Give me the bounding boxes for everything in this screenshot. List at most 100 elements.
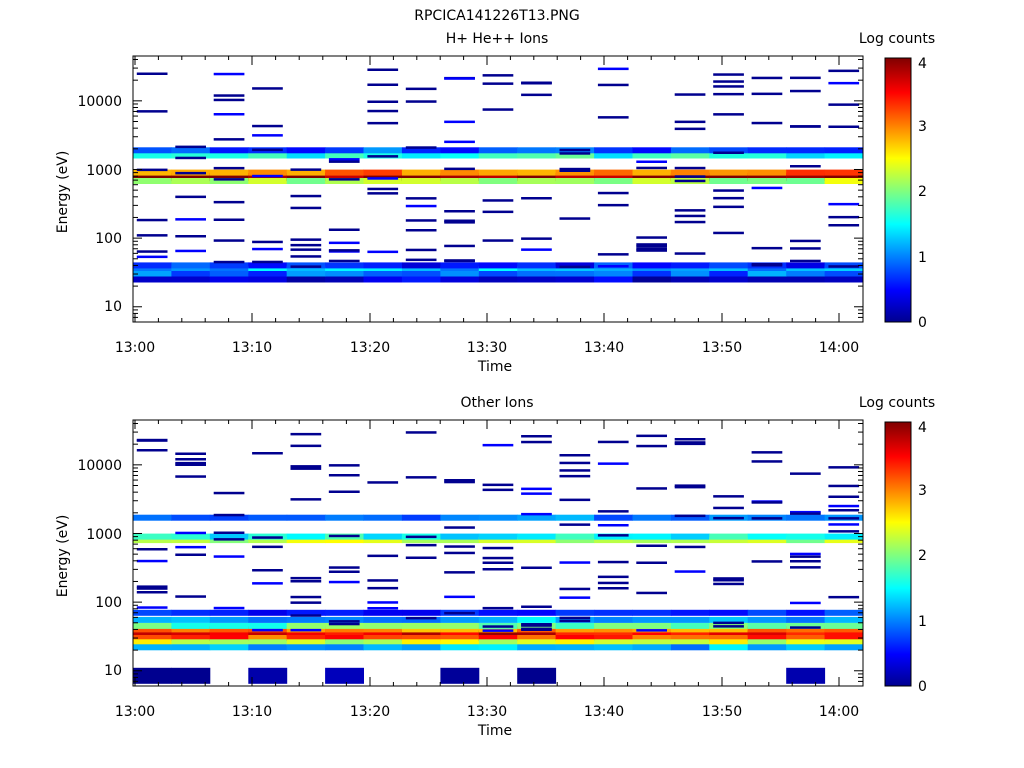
heatmap-cell (517, 616, 557, 623)
heatmap-cell (290, 265, 322, 268)
x-tick-label: 14:00 (819, 340, 859, 356)
heatmap-cell (444, 77, 475, 80)
heatmap-cell (828, 595, 860, 599)
heatmap-cell (363, 262, 403, 269)
heatmap-cell (328, 580, 360, 584)
heatmap-cell (709, 635, 749, 641)
heatmap-cell (248, 609, 288, 616)
heatmap-cell (713, 582, 744, 586)
heatmap-cell (444, 244, 475, 248)
heatmap-cell (786, 639, 826, 646)
heatmap-cell (521, 512, 552, 516)
x-tick-label: 13:50 (702, 340, 742, 356)
heatmap-cell (674, 166, 706, 170)
heatmap-cell (175, 595, 206, 598)
heatmap-cell (171, 635, 211, 641)
heatmap-cell (175, 475, 206, 478)
heatmap-cell (594, 271, 633, 277)
heatmap-cell (482, 483, 514, 487)
heatmap-cell (751, 92, 783, 96)
figure-title: RPCICA141226T13.PNG (414, 8, 579, 24)
heatmap-cell (594, 630, 633, 637)
x-tick-label: 13:20 (350, 340, 390, 356)
heatmap-cell (674, 120, 706, 124)
plot-frame (132, 419, 864, 687)
heatmap-cell (636, 166, 667, 170)
heatmap-cell (171, 616, 211, 623)
heatmap-cell (709, 169, 749, 176)
heatmap-cell (136, 255, 168, 259)
heatmap-cell (290, 580, 322, 583)
heatmap-cell (209, 630, 249, 637)
heatmap-cell (325, 644, 364, 651)
heatmap-cell (824, 276, 864, 283)
heatmap-cell (136, 559, 168, 563)
heatmap-cell (252, 569, 283, 572)
heatmap-cell (328, 490, 360, 493)
heatmap-cell (790, 239, 821, 243)
heatmap-cell (559, 523, 591, 526)
heatmap-cell (517, 639, 557, 646)
heatmap-cell (367, 155, 399, 158)
heatmap-cell (828, 517, 860, 520)
heatmap-cell (521, 81, 552, 84)
heatmap-cell (594, 635, 633, 641)
heatmap-cell (290, 614, 322, 617)
heatmap-cell (478, 152, 518, 159)
heatmap-cell (517, 262, 557, 269)
heatmap-cell (478, 644, 518, 651)
heatmap-cell (136, 591, 168, 594)
heatmap-cell (133, 616, 172, 623)
heatmap-cell (674, 175, 706, 178)
heatmap-cell (521, 435, 552, 438)
heatmap-cell (363, 276, 403, 283)
heatmap-cell (786, 533, 826, 540)
heatmap-cell (478, 266, 518, 273)
heatmap-cell (175, 235, 206, 238)
heatmap-cell (790, 472, 821, 475)
heatmap-cell (367, 192, 399, 195)
heatmap-cell (133, 626, 172, 633)
heatmap-cell (824, 630, 864, 637)
heatmap-cell (444, 571, 475, 574)
heatmap-cell (786, 169, 826, 176)
heatmap-cell (786, 514, 826, 521)
heatmap-cell (674, 441, 706, 444)
x-tick-label: 13:30 (467, 340, 507, 356)
heatmap-cell (328, 178, 360, 181)
heatmap-cell (790, 259, 821, 263)
heatmap-cell (325, 622, 364, 629)
heatmap-cell (713, 80, 744, 83)
heatmap-cell (248, 266, 288, 273)
heatmap-cell (136, 234, 168, 237)
heatmap-cell (674, 438, 706, 441)
heatmap-cell (213, 138, 245, 141)
heatmap-cell (286, 178, 326, 184)
heatmap-cell (482, 210, 514, 214)
heatmap-cell (363, 266, 403, 273)
heatmap-cell (828, 81, 860, 85)
heatmap-cell (747, 271, 787, 277)
heatmap-cell (786, 635, 826, 641)
heatmap-cell (440, 169, 480, 176)
heatmap-cell (824, 616, 864, 623)
heatmap-cell (555, 635, 595, 641)
heatmap-cell (478, 271, 518, 277)
heatmap-cell (786, 537, 826, 544)
x-tick-label: 13:00 (115, 340, 155, 356)
heatmap-cell (517, 667, 557, 684)
heatmap-cell (328, 249, 360, 252)
heatmap-cell (597, 191, 629, 195)
heatmap-cell (136, 250, 168, 253)
heatmap-cell (747, 635, 787, 641)
heatmap-cell (751, 264, 783, 267)
heatmap-cell (555, 262, 595, 269)
heatmap-cell (444, 611, 475, 615)
heatmap-cell (559, 152, 591, 155)
heatmap-cell (559, 474, 591, 478)
heatmap-cell (478, 639, 518, 646)
heatmap-cell (713, 113, 744, 116)
heatmap-cell (444, 479, 475, 482)
heatmap-cell (828, 530, 860, 533)
heatmap-cell (559, 561, 591, 564)
